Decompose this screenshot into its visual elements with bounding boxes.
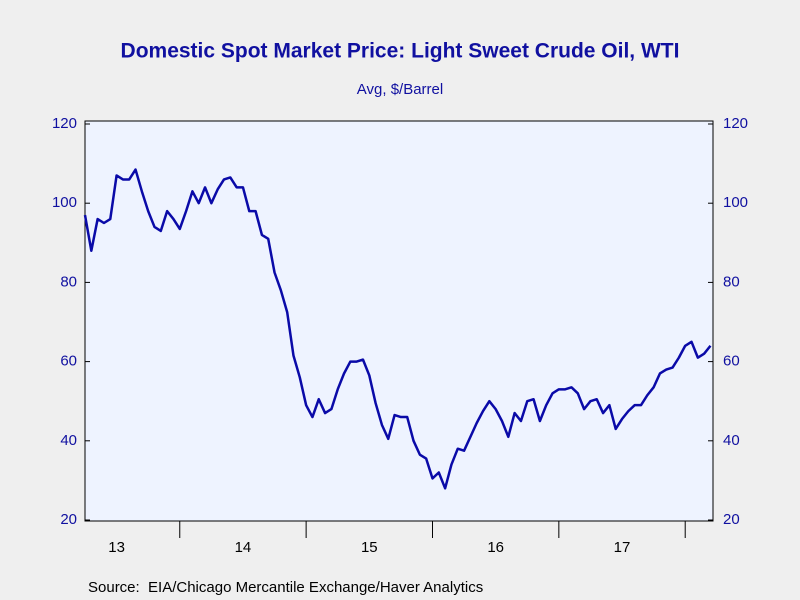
y-tick-label: 60	[60, 353, 77, 370]
y-tick-label: 120	[52, 115, 77, 132]
y2-tick-label: 20	[723, 511, 740, 528]
x-tick-label: 16	[487, 539, 504, 556]
y-tick-label: 20	[60, 511, 77, 528]
plot-area	[84, 120, 714, 522]
x-tick-label: 14	[235, 539, 252, 556]
y2-tick-label: 100	[723, 194, 748, 211]
x-tick-label: 17	[614, 539, 631, 556]
chart-subtitle: Avg, $/Barrel	[357, 81, 443, 98]
price-line	[83, 168, 712, 490]
y-tick-label: 80	[60, 273, 77, 290]
y2-tick-label: 60	[723, 353, 740, 370]
y-tick-label: 100	[52, 194, 77, 211]
y2-tick-label: 40	[723, 432, 740, 449]
x-tick-label: 15	[361, 539, 378, 556]
chart-title: Domestic Spot Market Price: Light Sweet …	[121, 40, 680, 63]
y2-tick-label: 80	[723, 273, 740, 290]
source-note: Source: EIA/Chicago Mercantile Exchange/…	[88, 579, 483, 596]
x-tick-label: 13	[108, 539, 125, 556]
y2-tick-label: 120	[723, 115, 748, 132]
y-tick-label: 40	[60, 432, 77, 449]
